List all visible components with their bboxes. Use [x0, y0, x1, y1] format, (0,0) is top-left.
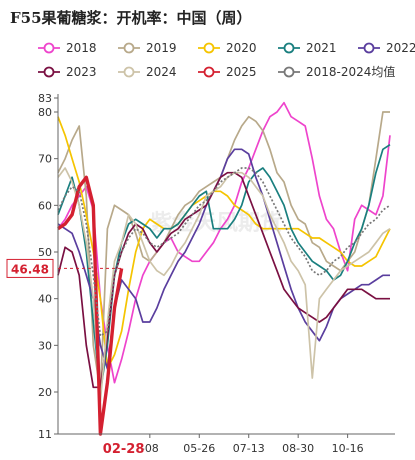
legend-item: 2021 — [278, 41, 337, 55]
y-tick-label: 80 — [38, 106, 52, 119]
legend-item: 2022 — [358, 41, 415, 55]
chart-title: F55果葡糖浆：开机率：中国（周） — [10, 9, 252, 27]
legend-item: 2025 — [198, 65, 257, 79]
series-line — [57, 116, 391, 370]
series-line — [57, 101, 391, 384]
x-tick-label: 10-16 — [332, 442, 364, 455]
y-tick-label: 30 — [38, 339, 52, 352]
series-line — [57, 167, 391, 337]
x-tick-label: -08 — [141, 442, 159, 455]
y-tick-label: 20 — [38, 386, 52, 399]
current-date-label: 02-28 — [103, 442, 145, 457]
legend-marker — [283, 66, 295, 78]
legend-item: 2020 — [198, 41, 257, 55]
series-line — [57, 171, 390, 389]
legend-marker — [123, 66, 135, 78]
y-tick-label: 40 — [38, 293, 52, 306]
series-line — [57, 175, 124, 436]
legend-marker — [123, 42, 135, 54]
legend-marker — [363, 42, 375, 54]
current-value-badge: 46.48 — [6, 258, 54, 278]
legend-item: 2019 — [118, 41, 177, 55]
legend-marker — [43, 42, 55, 54]
series-line — [57, 167, 391, 403]
legend-marker — [283, 42, 295, 54]
legend-label: 2022 — [386, 41, 415, 55]
current-value-label: 46.48 — [11, 262, 49, 276]
legend-label: 2019 — [146, 41, 177, 55]
y-tick-label: 60 — [38, 199, 52, 212]
y-tick-label: 70 — [38, 153, 52, 166]
legend-marker — [203, 42, 215, 54]
legend-marker — [43, 66, 55, 78]
legend-marker — [203, 66, 215, 78]
legend-item: 2024 — [118, 65, 177, 79]
y-tick-label: 83 — [38, 92, 52, 105]
legend-item: 2023 — [38, 65, 97, 79]
legend-label: 2018-2024均值 — [306, 64, 395, 79]
current-value-box — [6, 258, 54, 278]
y-tick-label: 50 — [38, 246, 52, 259]
legend-label: 2020 — [226, 41, 257, 55]
legend-item: 2018-2024均值 — [278, 64, 395, 79]
legend-label: 2025 — [226, 65, 257, 79]
x-tick-label: 07-13 — [233, 442, 265, 455]
x-tick-label: 05-26 — [183, 442, 215, 455]
legend-label: 2018 — [66, 41, 97, 55]
series-group — [57, 101, 391, 436]
legend: 2018 2019 2020 2021 2022 2023 2024 2025 2018-202… — [38, 41, 415, 79]
legend-item: 2018 — [38, 41, 97, 55]
legend-label: 2023 — [66, 65, 97, 79]
legend-label: 2024 — [146, 65, 177, 79]
x-tick-label: 08-30 — [282, 442, 314, 455]
legend-label: 2021 — [306, 41, 337, 55]
y-tick-label: 11 — [38, 428, 52, 441]
